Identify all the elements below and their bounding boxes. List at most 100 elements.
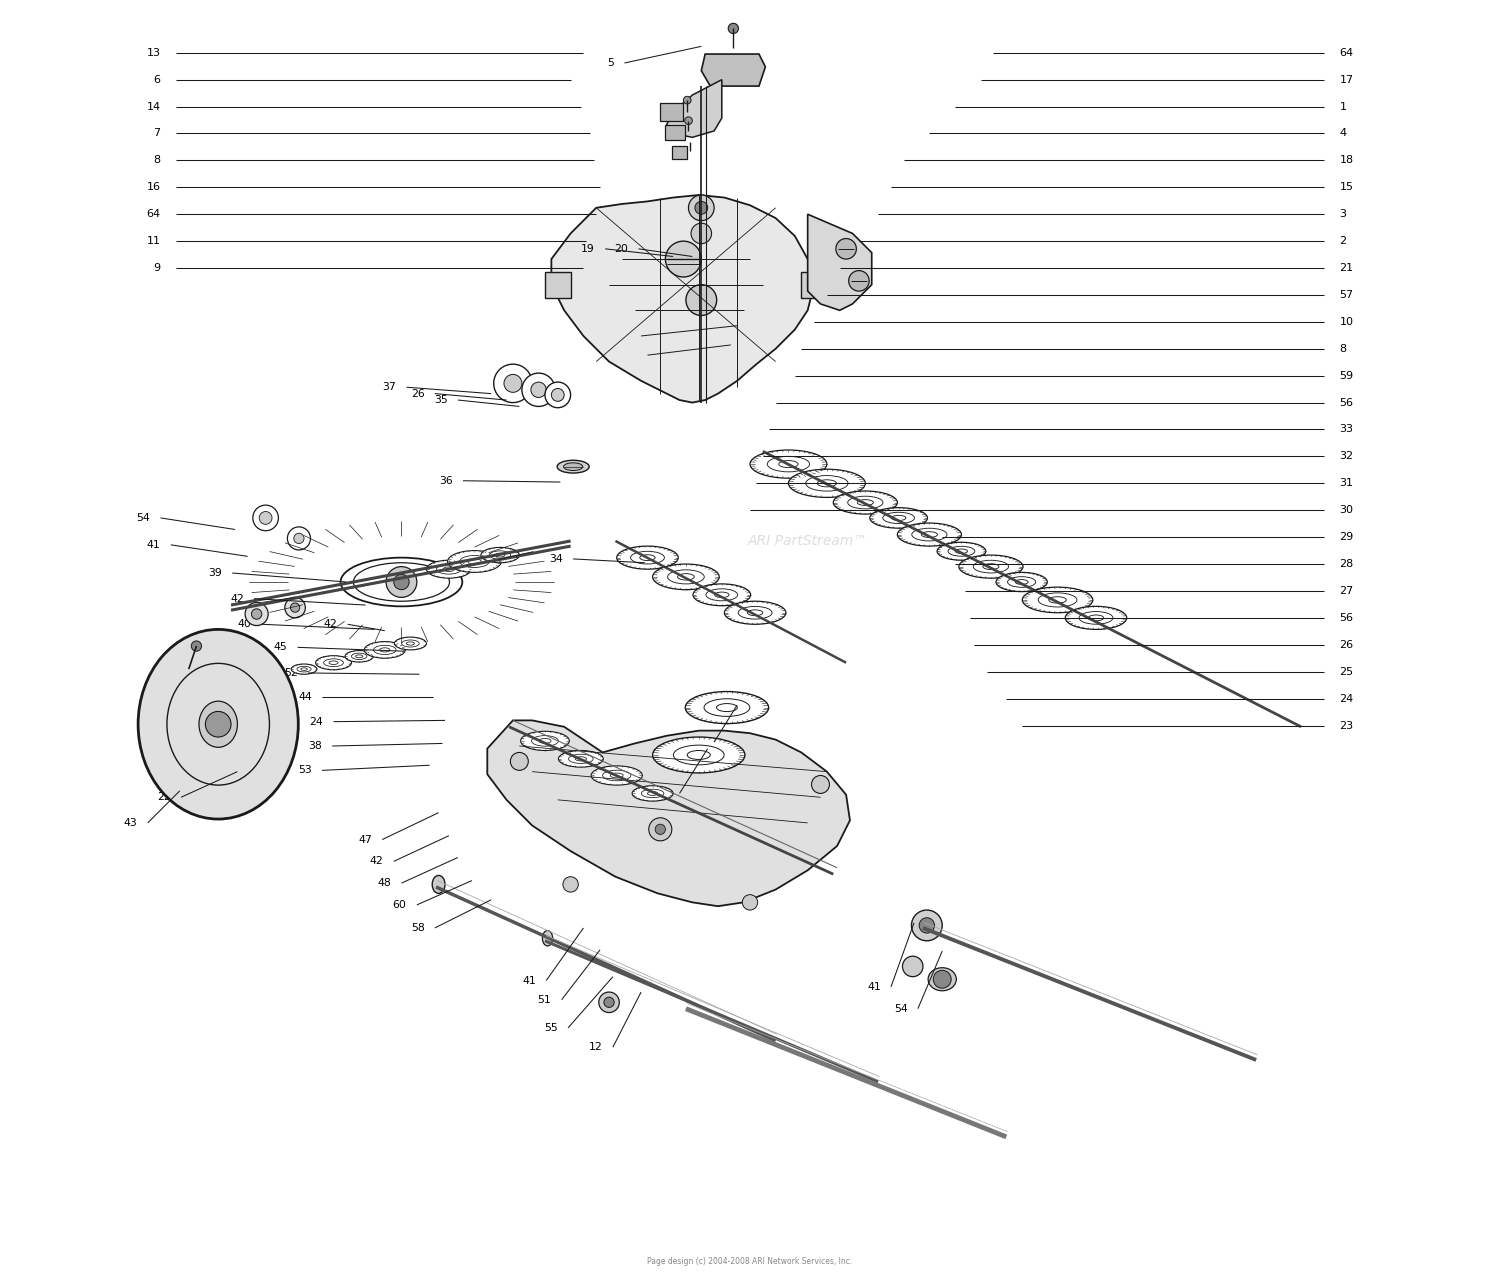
Ellipse shape — [291, 664, 316, 674]
Ellipse shape — [652, 737, 746, 773]
Text: 56: 56 — [1340, 613, 1353, 623]
Text: 53: 53 — [298, 766, 312, 775]
Circle shape — [544, 382, 570, 408]
Ellipse shape — [591, 766, 642, 785]
Text: 42: 42 — [370, 856, 384, 866]
Text: 41: 41 — [147, 539, 160, 550]
Text: 26: 26 — [1340, 640, 1353, 650]
Text: 1: 1 — [1340, 102, 1347, 112]
Text: 18: 18 — [1340, 156, 1353, 166]
Text: 38: 38 — [308, 741, 322, 752]
Ellipse shape — [632, 786, 674, 801]
Text: 12: 12 — [590, 1042, 603, 1053]
Text: 7: 7 — [153, 129, 160, 139]
Text: 49: 49 — [690, 737, 703, 748]
Ellipse shape — [652, 564, 718, 589]
Circle shape — [252, 609, 262, 619]
Polygon shape — [702, 54, 765, 86]
Text: 8: 8 — [1340, 344, 1347, 354]
Circle shape — [656, 824, 666, 834]
Text: 42: 42 — [230, 593, 244, 604]
Ellipse shape — [693, 584, 750, 606]
Text: 35: 35 — [433, 395, 447, 405]
Text: 14: 14 — [147, 102, 160, 112]
Ellipse shape — [556, 461, 590, 474]
Circle shape — [562, 876, 579, 892]
Text: 50: 50 — [656, 789, 669, 798]
Circle shape — [933, 970, 951, 988]
Circle shape — [206, 712, 231, 737]
Bar — [660, 103, 684, 121]
Ellipse shape — [200, 701, 237, 748]
Ellipse shape — [564, 463, 584, 471]
Ellipse shape — [928, 968, 957, 991]
Circle shape — [692, 223, 711, 243]
Ellipse shape — [897, 523, 962, 546]
Text: ARI PartStream™: ARI PartStream™ — [747, 534, 867, 548]
Ellipse shape — [834, 492, 897, 514]
Text: 56: 56 — [1340, 398, 1353, 408]
Ellipse shape — [315, 655, 351, 669]
Text: 22: 22 — [158, 793, 171, 802]
Text: 28: 28 — [1340, 559, 1353, 569]
Text: 21: 21 — [1340, 263, 1353, 273]
Polygon shape — [801, 272, 826, 297]
Text: 5: 5 — [608, 58, 613, 68]
Text: 15: 15 — [1340, 183, 1353, 192]
Circle shape — [903, 956, 922, 977]
Text: 44: 44 — [298, 692, 312, 703]
Ellipse shape — [1065, 606, 1126, 629]
Text: 10: 10 — [1340, 317, 1353, 327]
Circle shape — [531, 382, 546, 398]
Text: 51: 51 — [537, 995, 552, 1005]
Text: 57: 57 — [1340, 290, 1353, 300]
Text: 55: 55 — [544, 1023, 558, 1033]
Text: 25: 25 — [1340, 667, 1353, 677]
Bar — [666, 125, 684, 140]
Text: 54: 54 — [136, 514, 150, 523]
Text: Page design (c) 2004-2008 ARI Network Services, Inc.: Page design (c) 2004-2008 ARI Network Se… — [648, 1256, 852, 1265]
Polygon shape — [231, 705, 261, 736]
Circle shape — [291, 604, 300, 613]
Circle shape — [604, 997, 613, 1008]
Text: 37: 37 — [382, 382, 396, 393]
Polygon shape — [552, 196, 814, 403]
Text: 19: 19 — [580, 243, 596, 254]
Text: 40: 40 — [237, 619, 252, 629]
Text: 48: 48 — [378, 878, 392, 888]
Circle shape — [244, 602, 268, 625]
Ellipse shape — [426, 560, 471, 578]
Ellipse shape — [724, 601, 786, 624]
Text: 6: 6 — [153, 75, 160, 85]
Text: 24: 24 — [1340, 694, 1353, 704]
Text: 45: 45 — [273, 642, 288, 653]
Text: 43: 43 — [123, 819, 138, 828]
Text: 36: 36 — [440, 476, 453, 485]
Text: 33: 33 — [1340, 425, 1353, 435]
Circle shape — [494, 364, 532, 403]
Circle shape — [728, 23, 738, 33]
Circle shape — [650, 817, 672, 840]
Text: 32: 32 — [1340, 452, 1353, 462]
Text: 20: 20 — [615, 243, 628, 254]
Text: 31: 31 — [1340, 479, 1353, 488]
Text: 30: 30 — [1340, 506, 1353, 515]
Text: 42: 42 — [324, 619, 338, 629]
Text: 4: 4 — [1340, 129, 1347, 139]
Circle shape — [254, 505, 279, 530]
Polygon shape — [488, 721, 850, 906]
Circle shape — [598, 992, 619, 1013]
Ellipse shape — [394, 637, 426, 650]
Text: 60: 60 — [393, 900, 406, 910]
Ellipse shape — [1023, 587, 1094, 613]
Circle shape — [288, 526, 310, 550]
Polygon shape — [544, 272, 570, 297]
Ellipse shape — [340, 557, 462, 606]
Circle shape — [285, 597, 306, 618]
Ellipse shape — [558, 750, 603, 767]
Text: 41: 41 — [522, 976, 536, 986]
Text: 17: 17 — [1340, 75, 1353, 85]
Text: 34: 34 — [549, 553, 562, 564]
Ellipse shape — [447, 551, 501, 573]
Circle shape — [522, 373, 555, 407]
